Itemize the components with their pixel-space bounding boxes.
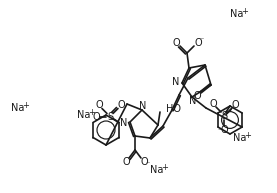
Text: HO: HO — [166, 104, 181, 114]
Text: S: S — [221, 111, 227, 121]
Text: +: + — [89, 108, 96, 117]
Text: O: O — [172, 38, 180, 48]
Text: ⁻: ⁻ — [146, 159, 150, 168]
Text: O: O — [92, 112, 100, 122]
Text: O: O — [193, 91, 201, 101]
Text: Na: Na — [11, 103, 25, 113]
Text: O: O — [209, 99, 217, 109]
Text: ⁻: ⁻ — [200, 36, 204, 45]
Text: N: N — [189, 96, 197, 106]
Text: N: N — [120, 118, 128, 128]
Text: S: S — [107, 112, 113, 122]
Text: O: O — [194, 38, 202, 48]
Text: Na: Na — [230, 9, 244, 19]
Text: ⁻: ⁻ — [218, 126, 222, 135]
Text: +: + — [245, 131, 252, 141]
Text: +: + — [22, 102, 29, 111]
Text: O: O — [117, 101, 125, 111]
Text: Na: Na — [77, 109, 91, 119]
Text: O: O — [231, 100, 239, 110]
Text: Na: Na — [233, 133, 247, 143]
Text: O: O — [220, 125, 228, 135]
Text: Na: Na — [150, 165, 164, 175]
Text: +: + — [242, 8, 248, 16]
Text: N: N — [139, 101, 147, 111]
Text: +: + — [161, 163, 168, 173]
Text: O: O — [122, 157, 130, 167]
Text: O: O — [95, 101, 103, 111]
Text: N: N — [172, 77, 180, 87]
Text: O: O — [140, 157, 148, 167]
